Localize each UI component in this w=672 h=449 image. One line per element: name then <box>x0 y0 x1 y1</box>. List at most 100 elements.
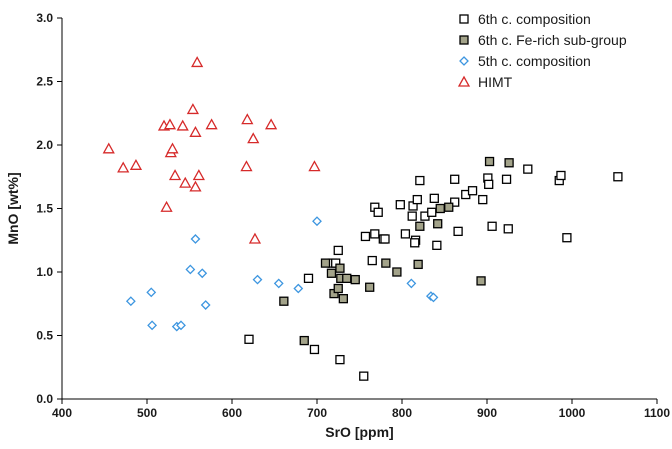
data-point <box>360 231 371 242</box>
x-tick-label: 800 <box>392 406 412 420</box>
data-point <box>429 193 439 203</box>
x-tick-label: 400 <box>52 406 72 420</box>
data-point <box>523 164 533 174</box>
data-point <box>333 283 343 294</box>
data-point <box>160 200 173 212</box>
data-point <box>190 234 201 244</box>
y-tick-label: 2.0 <box>36 138 53 152</box>
data-point <box>185 264 196 275</box>
legend-marker <box>459 35 469 45</box>
data-point <box>312 216 322 227</box>
data-point <box>562 233 572 243</box>
data-point <box>333 245 343 256</box>
data-point <box>450 174 460 184</box>
data-point <box>450 197 460 207</box>
ticks: 400 500 600 700 800 900 1000 1100 0.0 0.5 1.0 1.5 2.… <box>36 11 670 420</box>
data-point <box>303 273 314 284</box>
data-point <box>467 186 478 196</box>
y-tick-label: 1.0 <box>36 265 53 279</box>
data-point <box>338 294 349 304</box>
data-point <box>342 273 352 284</box>
data-point <box>487 221 497 231</box>
x-tick-label: 600 <box>222 406 242 420</box>
data-point <box>192 169 205 181</box>
y-tick-label: 2.5 <box>36 75 53 89</box>
legend-label: 6th c. Fe-rich sub-group <box>478 32 627 48</box>
data-point <box>179 176 192 188</box>
data-point <box>117 161 130 173</box>
x-axis-title: SrO [ppm] <box>325 424 393 440</box>
legend-item: 6th c. composition <box>459 11 591 27</box>
data-point <box>410 238 420 248</box>
data-point <box>293 283 304 294</box>
data-point <box>415 221 425 231</box>
data-point <box>444 202 454 212</box>
data-point <box>415 175 425 186</box>
data-point <box>400 229 411 239</box>
data-point <box>186 103 200 115</box>
data-point <box>613 172 623 182</box>
legend-item: 5th c. composition <box>459 53 591 69</box>
data-point <box>476 276 486 286</box>
data-point <box>501 174 512 184</box>
data-point <box>370 229 380 239</box>
data-point <box>264 118 278 130</box>
data-point <box>240 160 253 172</box>
data-point <box>365 282 375 292</box>
data-point <box>484 179 494 190</box>
data-point <box>367 255 377 266</box>
axes <box>61 18 657 400</box>
legend-label: 5th c. composition <box>478 53 591 69</box>
data-point <box>433 219 443 229</box>
data-point <box>381 258 391 268</box>
data-point <box>427 207 437 217</box>
data-point <box>241 113 254 125</box>
data-point <box>205 118 218 130</box>
data-point <box>320 258 331 268</box>
data-point <box>350 274 360 285</box>
data-point <box>308 160 321 172</box>
data-point <box>335 354 345 365</box>
data-point <box>279 296 289 306</box>
data-point <box>197 268 208 279</box>
data-point <box>189 180 202 192</box>
data-point <box>244 334 254 344</box>
data-point <box>407 211 417 221</box>
x-tick-label: 500 <box>137 406 157 420</box>
data-point <box>373 207 383 217</box>
data-point <box>252 274 263 285</box>
data-point <box>146 287 157 298</box>
series-square <box>279 156 514 346</box>
data-point <box>326 268 337 278</box>
y-tick-label: 0.0 <box>36 392 53 406</box>
data-point <box>478 194 488 205</box>
data-point <box>432 240 442 250</box>
data-point <box>380 234 390 244</box>
data-point <box>435 203 445 214</box>
data-point <box>248 232 262 244</box>
legend-marker <box>459 14 469 24</box>
data-point <box>309 344 320 355</box>
y-tick-label: 1.5 <box>36 202 53 216</box>
data-point <box>392 267 402 277</box>
data-point <box>166 142 179 154</box>
data-point <box>168 169 182 181</box>
data-point <box>406 278 417 289</box>
data-point <box>504 158 514 168</box>
data-points <box>102 56 623 381</box>
data-point <box>176 320 186 331</box>
data-point <box>176 119 189 131</box>
data-point <box>556 170 566 181</box>
data-point <box>200 300 211 310</box>
data-point <box>359 371 369 381</box>
y-tick-label: 0.5 <box>36 329 53 343</box>
data-point <box>191 56 204 68</box>
data-point <box>428 292 439 303</box>
x-tick-label: 900 <box>477 406 497 420</box>
series-diamond <box>125 216 439 332</box>
data-point <box>147 320 158 331</box>
data-point <box>247 132 260 144</box>
y-tick-label: 3.0 <box>36 11 53 25</box>
